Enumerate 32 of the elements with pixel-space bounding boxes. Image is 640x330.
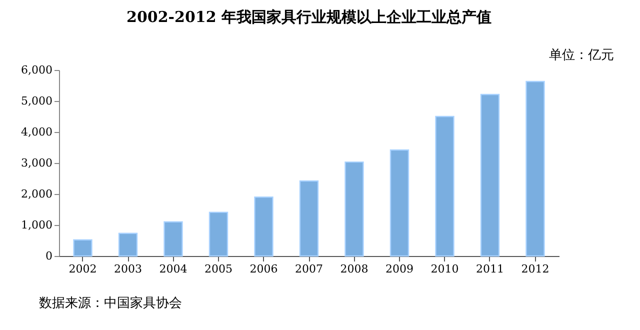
text: 单位：亿元 (549, 48, 614, 63)
bar (390, 149, 410, 257)
bar (344, 161, 364, 257)
y-tick-label: 4,000 (21, 126, 52, 138)
y-tick-label: 2,000 (21, 188, 52, 200)
bar (208, 212, 228, 257)
bar (435, 116, 454, 257)
x-tick-label: 2003 (114, 262, 142, 276)
bar (254, 196, 274, 257)
y-tick-label: 1,000 (21, 218, 52, 232)
bar (164, 221, 183, 257)
x-tick-label: 2010 (430, 262, 459, 276)
bar (480, 94, 500, 257)
y-tick-label: 3,000 (21, 156, 52, 170)
bar (526, 80, 545, 257)
bar (73, 239, 92, 257)
y-tick-label: 6,000 (21, 64, 52, 76)
bar (299, 180, 319, 257)
source-note: 数据来源：中国家具协会 (39, 295, 182, 311)
x-tick-label: 2005 (204, 262, 232, 276)
y-tick-label: 0 (46, 250, 52, 262)
bar (118, 232, 138, 257)
y-tick-label: 5,000 (21, 94, 52, 108)
x-tick-label: 2009 (386, 262, 414, 276)
x-tick-label: 2012 (521, 262, 550, 276)
x-tick-label: 2007 (295, 262, 323, 276)
x-tick-label: 2004 (159, 262, 188, 276)
chart-title: 2002-2012 年我国家具行业规模以上企业工业总产值 (126, 8, 492, 26)
x-tick-label: 2011 (476, 262, 504, 276)
x-tick-label: 2002 (68, 262, 97, 276)
x-tick-label: 2006 (250, 262, 278, 276)
x-tick-label: 2008 (340, 262, 368, 276)
